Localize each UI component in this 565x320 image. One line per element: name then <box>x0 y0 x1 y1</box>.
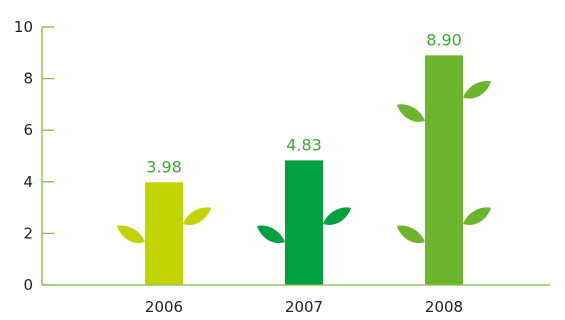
value-label-2008: 8.90 <box>426 30 462 49</box>
bars <box>145 55 463 285</box>
bar-2008 <box>425 55 463 285</box>
y-tick-label-4: 8 <box>23 70 33 88</box>
leaf-icon <box>397 225 425 244</box>
y-axis-ticks: 0 2 4 6 8 10 <box>14 18 54 294</box>
leaf-icon <box>463 207 491 225</box>
leaf-icon <box>463 81 491 99</box>
value-labels: 3.98 4.83 8.90 <box>146 30 462 176</box>
leaf-decorations <box>117 81 491 244</box>
bar-2006 <box>145 182 183 285</box>
value-label-2007: 4.83 <box>286 135 322 154</box>
category-label-2007: 2007 <box>285 298 323 316</box>
leaf-icon <box>257 225 285 244</box>
y-tick-label-2: 4 <box>23 173 33 191</box>
category-labels: 2006 2007 2008 <box>145 298 463 316</box>
y-tick-label-3: 6 <box>23 121 33 139</box>
leaf-icon <box>117 225 145 244</box>
leaf-icon <box>397 104 425 122</box>
value-label-2006: 3.98 <box>146 157 182 176</box>
leaf-icon <box>183 207 211 225</box>
category-label-2006: 2006 <box>145 298 183 316</box>
category-label-2008: 2008 <box>425 298 463 316</box>
y-tick-label-1: 2 <box>23 224 33 242</box>
bar-2007 <box>285 160 323 285</box>
y-tick-label-5: 10 <box>14 18 33 36</box>
y-tick-label-0: 0 <box>23 276 33 294</box>
leaf-icon <box>323 207 351 225</box>
